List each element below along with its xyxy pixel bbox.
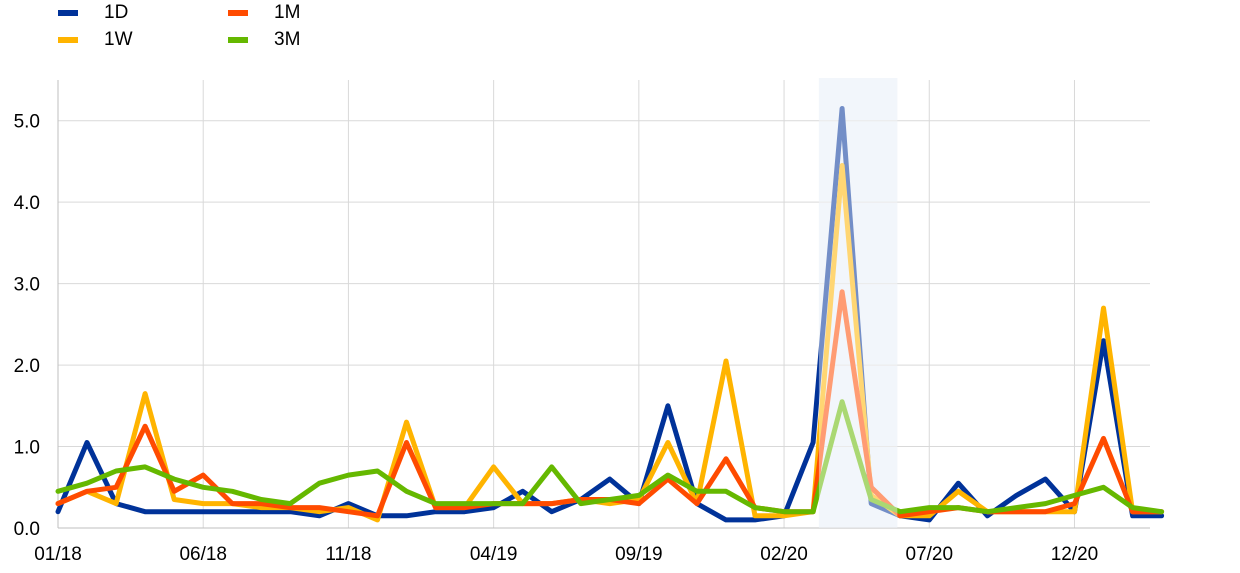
legend-label-1m: 1M <box>274 2 301 23</box>
x-tick-label: 02/20 <box>760 544 808 565</box>
legend-item-1m: 1M <box>228 2 300 24</box>
x-tick-label: 07/20 <box>906 544 954 565</box>
x-tick-label: 09/19 <box>615 544 663 565</box>
chart-legend: 1D 1W 1M 3M <box>0 0 400 60</box>
legend-item-3m: 3M <box>228 29 300 51</box>
y-tick-label: 0.0 <box>14 519 40 540</box>
x-tick-label: 12/20 <box>1051 544 1099 565</box>
legend-swatch-1d <box>58 10 78 16</box>
shaded-overlay <box>818 78 898 528</box>
series-line-1d <box>55 106 1165 523</box>
series-line-3m <box>55 399 1165 515</box>
y-tick-label: 4.0 <box>14 193 40 214</box>
y-tick-label: 3.0 <box>14 275 40 296</box>
y-tick-label: 1.0 <box>14 438 40 459</box>
legend-swatch-3m <box>228 37 248 43</box>
x-tick-label: 06/18 <box>179 544 227 565</box>
legend-label-3m: 3M <box>274 29 301 50</box>
x-tick-label: 11/18 <box>325 544 371 565</box>
x-tick-label: 04/19 <box>470 544 518 565</box>
legend-item-1w: 1W <box>58 29 133 51</box>
legend-item-1d: 1D <box>58 2 128 24</box>
legend-swatch-1m <box>228 10 248 16</box>
legend-swatch-1w <box>58 37 78 43</box>
x-tick-label: 01/18 <box>34 544 82 565</box>
y-tick-label: 5.0 <box>14 112 40 133</box>
legend-label-1w: 1W <box>104 29 133 50</box>
legend-label-1d: 1D <box>104 2 129 23</box>
series-line-1w <box>55 163 1165 523</box>
y-tick-label: 2.0 <box>14 356 40 377</box>
